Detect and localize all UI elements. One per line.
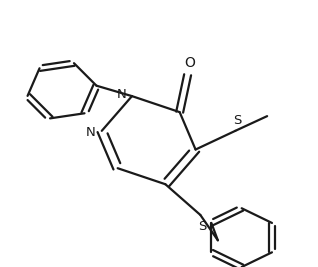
- Text: N: N: [117, 88, 127, 101]
- Text: N: N: [86, 126, 95, 139]
- Text: S: S: [233, 114, 241, 127]
- Text: S: S: [198, 220, 206, 233]
- Text: O: O: [184, 56, 195, 70]
